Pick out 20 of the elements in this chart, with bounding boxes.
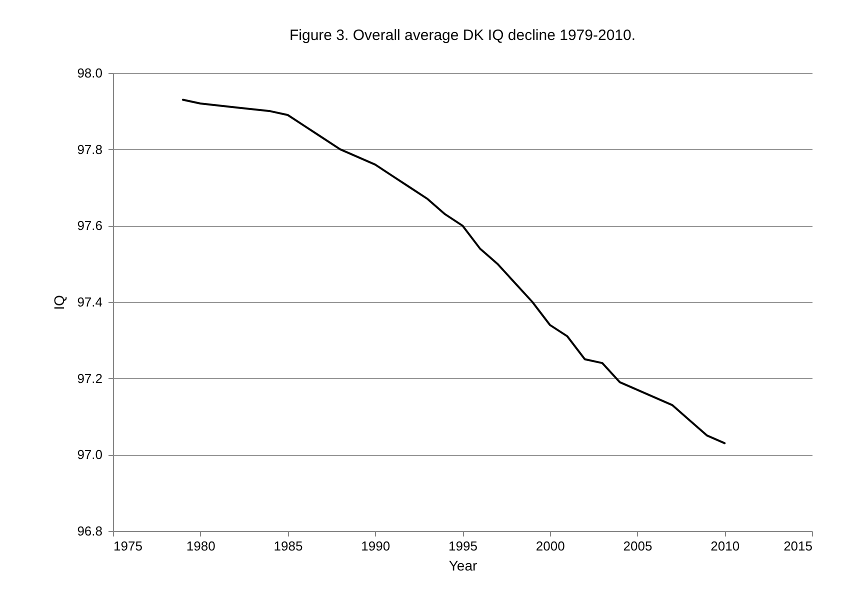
x-tick-label: 2005 [623, 538, 652, 554]
y-tick-label: 97.0 [77, 447, 102, 462]
y-axis-title: IQ [51, 295, 68, 310]
y-tick-label: 97.2 [77, 370, 102, 386]
x-tick-label: 2010 [710, 538, 740, 554]
x-tick-label: 2000 [536, 538, 565, 554]
x-tick-label: 1995 [448, 538, 478, 554]
y-tick-label: 97.4 [77, 294, 102, 310]
y-tick-label: 97.8 [77, 142, 102, 157]
x-tick-label: 1980 [186, 538, 216, 554]
x-tick-label: 1975 [114, 538, 142, 554]
y-tick-label: 98.0 [77, 66, 102, 80]
x-axis-title: Year [448, 558, 478, 574]
y-tick-label: 97.6 [77, 218, 102, 234]
chart-title: Figure 3. Overall average DK IQ decline 1979-2010. [289, 27, 636, 44]
x-tick-label: 2015 [784, 538, 812, 554]
x-tick-label: 1985 [274, 538, 303, 554]
line-series [182, 98, 726, 444]
y-tick-label: 96.8 [77, 524, 102, 538]
x-tick-label: 1990 [361, 538, 390, 554]
